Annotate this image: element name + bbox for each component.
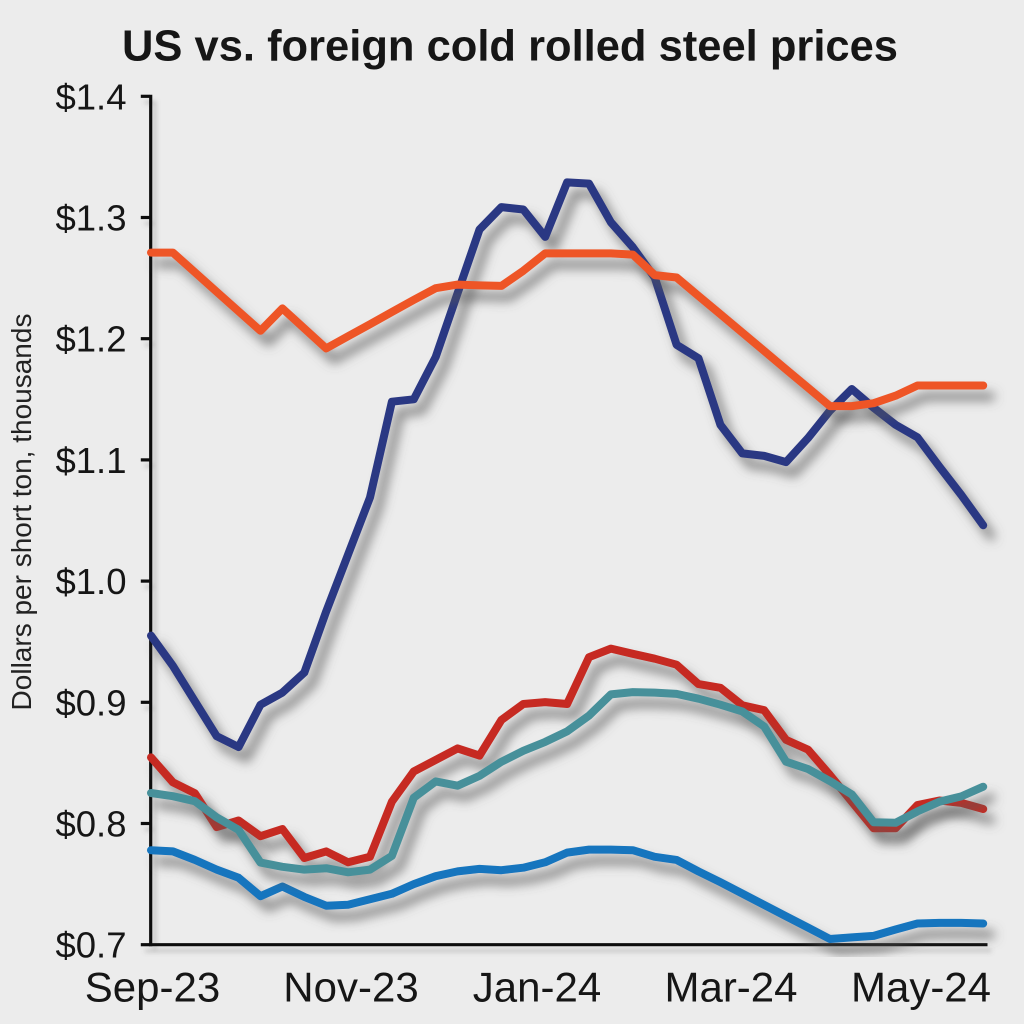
svg-text:$1.2: $1.2 <box>55 319 126 360</box>
svg-text:May-24: May-24 <box>851 964 991 1011</box>
svg-text:$0.7: $0.7 <box>55 925 126 966</box>
svg-text:$1.3: $1.3 <box>55 198 126 239</box>
svg-text:$0.8: $0.8 <box>55 804 126 845</box>
svg-text:$1.4: $1.4 <box>55 76 126 117</box>
svg-text:Jan-24: Jan-24 <box>473 964 601 1011</box>
svg-text:US vs. foreign cold rolled ste: US vs. foreign cold rolled steel prices <box>122 23 898 71</box>
svg-text:$0.9: $0.9 <box>55 682 126 723</box>
svg-text:$1.0: $1.0 <box>55 561 126 602</box>
svg-text:$1.1: $1.1 <box>55 440 126 481</box>
svg-text:Sep-23: Sep-23 <box>85 964 220 1011</box>
svg-text:Dollars per short ton, thousan: Dollars per short ton, thousands <box>6 314 37 711</box>
svg-text:Mar-24: Mar-24 <box>664 964 797 1011</box>
svg-text:Nov-23: Nov-23 <box>283 964 418 1011</box>
